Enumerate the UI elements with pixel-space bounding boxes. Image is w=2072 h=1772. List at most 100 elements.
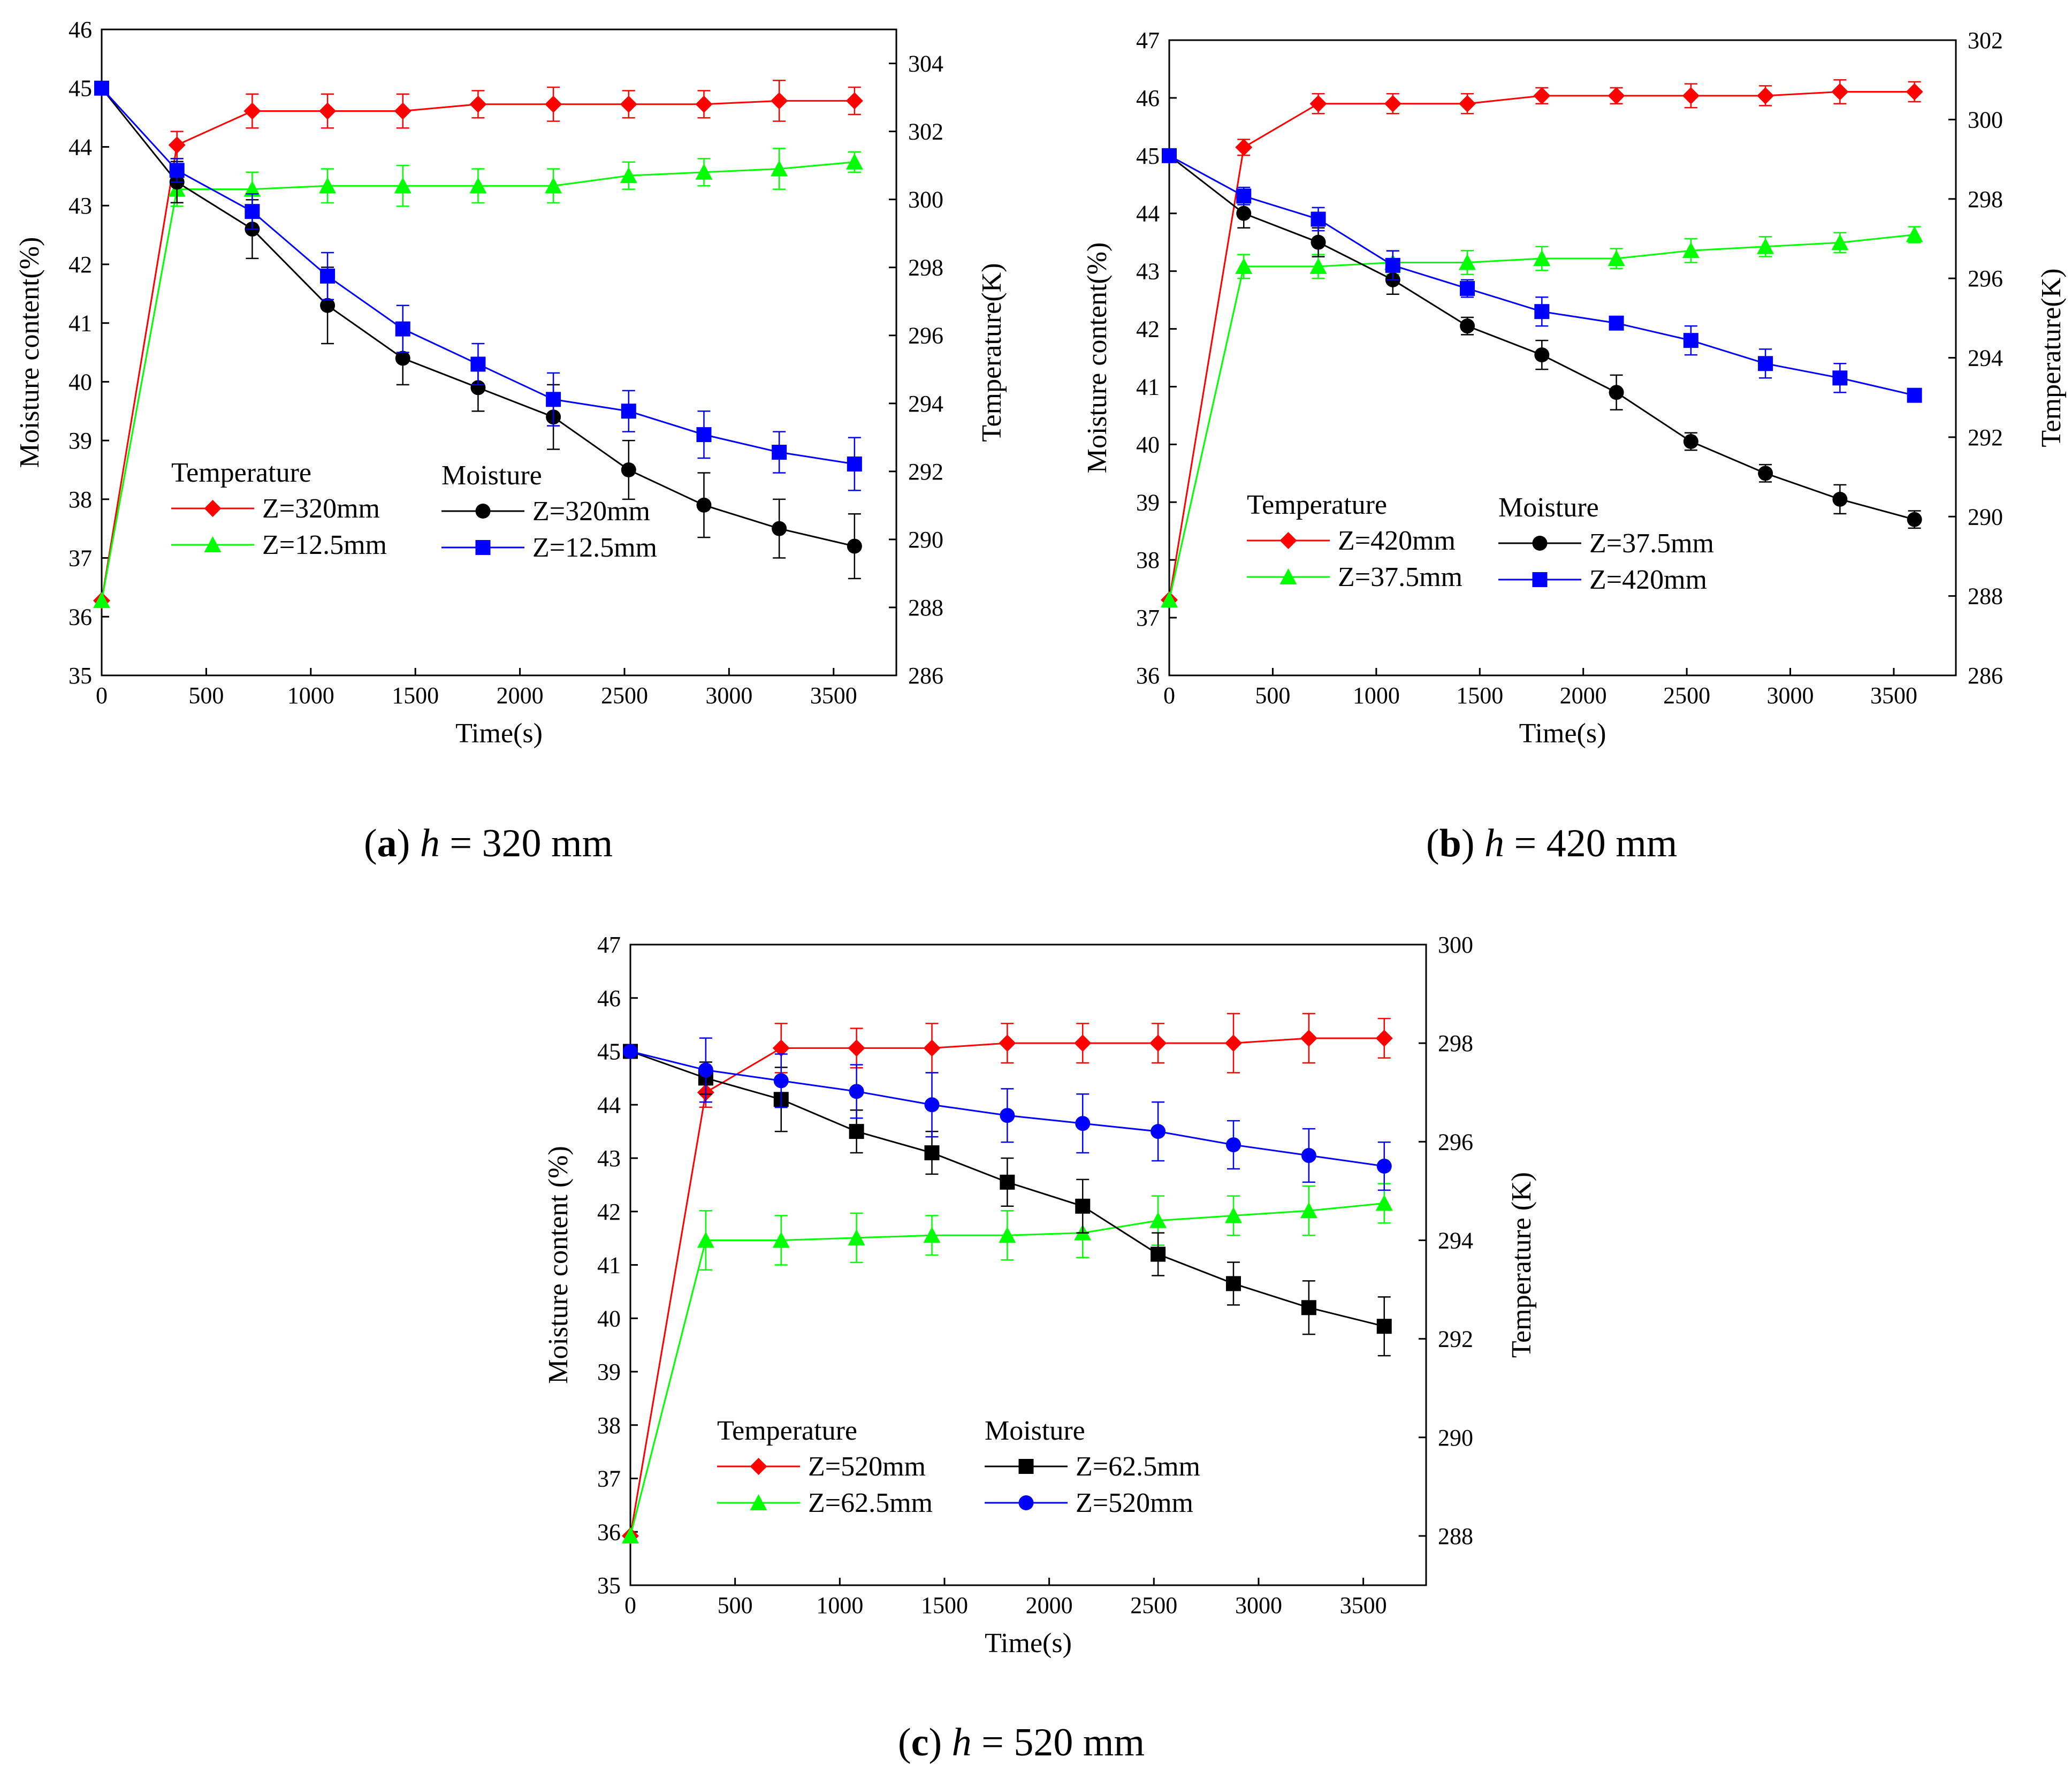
marker-diamond — [243, 102, 261, 120]
marker-triangle — [1149, 1212, 1167, 1228]
y2-tick-label: 302 — [908, 119, 943, 145]
legend-label: Z=62.5mm — [1076, 1451, 1200, 1482]
series-moisture-3 — [623, 1037, 1392, 1191]
y-tick-label: 45 — [597, 1039, 621, 1065]
legend-title-moisture: Moisture — [985, 1416, 1085, 1446]
marker-square — [1376, 1319, 1392, 1334]
legend-title-moisture: Moisture — [441, 460, 542, 491]
y-tick-label: 37 — [68, 545, 92, 572]
marker-square — [1532, 572, 1548, 587]
y2-axis-title: Temperature (K) — [1506, 1172, 1537, 1358]
x-tick-label: 500 — [718, 1592, 753, 1618]
legend-title-temperature: Temperature — [1247, 490, 1387, 520]
marker-square — [1683, 333, 1698, 348]
legend-label: Z=420mm — [1589, 565, 1707, 595]
marker-diamond — [1309, 95, 1327, 112]
y2-tick-label: 300 — [1968, 107, 2003, 133]
marker-circle — [1532, 536, 1548, 551]
marker-triangle — [1459, 254, 1476, 270]
y2-tick-label: 292 — [1438, 1326, 1473, 1352]
y-tick-label: 40 — [68, 369, 92, 395]
marker-triangle — [1533, 250, 1551, 267]
marker-triangle — [750, 1494, 767, 1510]
marker-circle — [1301, 1148, 1316, 1163]
marker-triangle — [1300, 1202, 1317, 1219]
legend-title-temperature: Temperature — [171, 458, 311, 488]
marker-square — [772, 445, 787, 460]
x-tick-label: 0 — [96, 682, 108, 709]
legend-label: Z=12.5mm — [262, 530, 387, 560]
marker-square — [546, 392, 561, 407]
y-tick-label: 37 — [597, 1466, 621, 1492]
x-axis-title: Time(s) — [985, 1628, 1072, 1659]
marker-square — [1758, 356, 1773, 371]
y-tick-label: 42 — [68, 252, 92, 278]
marker-diamond — [469, 95, 487, 113]
caption-letter: a — [377, 822, 397, 865]
caption-a: (a) h = 320 mm — [364, 822, 613, 865]
x-tick-label: 0 — [1163, 682, 1175, 709]
marker-triangle — [1161, 591, 1178, 608]
marker-circle — [773, 1073, 789, 1089]
y-tick-label: 44 — [1136, 201, 1160, 227]
marker-square — [1385, 257, 1400, 273]
marker-diamond — [1459, 95, 1476, 112]
marker-triangle — [695, 163, 713, 180]
marker-triangle — [1224, 1207, 1242, 1223]
marker-circle — [1832, 491, 1848, 507]
marker-diamond — [1279, 532, 1297, 549]
x-tick-label: 2500 — [601, 682, 648, 709]
marker-triangle — [845, 153, 863, 170]
x-tick-label: 3500 — [1870, 682, 1917, 709]
caption-variable: h — [420, 822, 440, 865]
marker-diamond — [772, 1039, 790, 1057]
y-tick-label: 38 — [597, 1412, 621, 1439]
marker-square — [1832, 370, 1848, 386]
y2-tick-label: 298 — [1968, 186, 2003, 212]
marker-circle — [1151, 1124, 1166, 1139]
series-temperature-1 — [622, 1183, 1393, 1543]
y2-tick-label: 302 — [1968, 27, 2003, 54]
y-tick-label: 40 — [1136, 431, 1160, 458]
caption-letter: b — [1439, 822, 1461, 865]
x-tick-label: 3000 — [1235, 1592, 1282, 1618]
legend-label: Z=62.5mm — [808, 1488, 933, 1518]
marker-triangle — [1608, 250, 1625, 267]
marker-circle — [623, 1044, 638, 1059]
series-temperature-0 — [93, 80, 863, 610]
y-tick-label: 35 — [68, 663, 92, 689]
marker-circle — [1534, 347, 1550, 363]
marker-triangle — [1235, 257, 1253, 274]
y2-tick-label: 288 — [1438, 1523, 1473, 1549]
marker-diamond — [1384, 95, 1401, 112]
series-moisture-2 — [1162, 148, 1922, 529]
y2-tick-label: 286 — [1968, 663, 2003, 689]
marker-triangle — [622, 1527, 639, 1543]
y-tick-label: 39 — [597, 1359, 621, 1385]
y2-tick-label: 298 — [1438, 1030, 1473, 1056]
marker-triangle — [771, 160, 788, 177]
series-moisture-3 — [94, 80, 862, 491]
y-tick-label: 47 — [597, 932, 621, 958]
y2-axis-title: Temperature(K) — [977, 263, 1007, 442]
legend-label: Z=420mm — [1338, 526, 1456, 556]
caption-variable: h — [952, 1721, 972, 1765]
marker-circle — [1075, 1116, 1091, 1131]
marker-diamond — [1608, 87, 1625, 104]
caption-b: (b) h = 420 mm — [1426, 822, 1677, 865]
y2-tick-label: 288 — [1968, 583, 2003, 610]
marker-circle — [1907, 512, 1922, 527]
marker-square — [94, 80, 109, 96]
marker-circle — [621, 462, 636, 477]
marker-square — [1534, 304, 1550, 320]
marker-square — [1075, 1198, 1091, 1214]
y2-tick-label: 298 — [908, 255, 943, 281]
y2-tick-label: 286 — [908, 663, 943, 689]
x-tick-label: 2500 — [1130, 1592, 1177, 1618]
legend-item: Z=12.5mm — [441, 533, 657, 563]
x-tick-label: 2000 — [497, 682, 544, 709]
y2-tick-label: 304 — [908, 51, 943, 77]
marker-square — [1018, 1459, 1034, 1474]
marker-square — [245, 204, 260, 219]
